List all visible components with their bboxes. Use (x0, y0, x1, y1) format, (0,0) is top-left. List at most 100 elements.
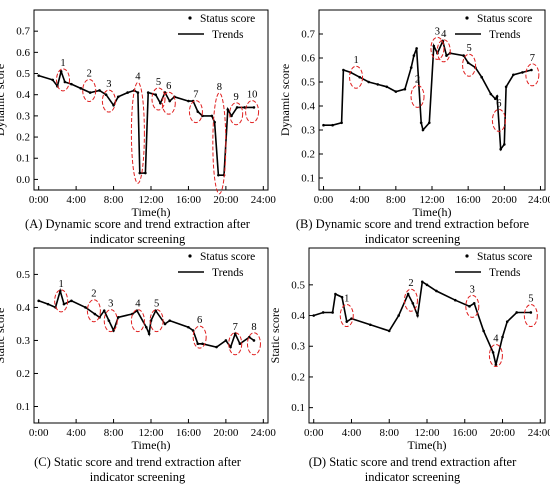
y-tick-label: 0.3 (16, 110, 30, 122)
annotation-label: 3 (108, 299, 113, 310)
status-score-point (46, 302, 50, 306)
status-score-point (521, 71, 524, 74)
status-score-point (387, 329, 391, 333)
status-score-point (217, 173, 220, 177)
status-score-point (421, 128, 425, 132)
x-tick-label: 0:00 (29, 427, 49, 439)
highlight-ellipse (192, 325, 207, 349)
status-score-point (187, 99, 190, 103)
status-score-point (495, 95, 499, 98)
status-score-point (168, 99, 172, 103)
status-score-point (468, 305, 471, 308)
x-tick-label: 8:00 (379, 427, 399, 439)
status-score-point (230, 114, 233, 118)
trend-line (38, 287, 255, 349)
x-tick-label: 16:00 (456, 194, 482, 206)
status-score-point (102, 309, 106, 313)
x-tick-label: 8:00 (386, 194, 406, 206)
status-score-point (107, 319, 111, 322)
x-tick-label: 24:00 (251, 427, 277, 439)
y-tick-label: 0.5 (16, 68, 30, 80)
annotation-label: 9 (234, 92, 239, 103)
status-score-point (480, 75, 484, 79)
status-score-point (252, 339, 256, 342)
y-tick-label: 0.1 (291, 402, 305, 414)
highlight-ellipse (245, 100, 260, 124)
x-tick-label: 12:00 (138, 194, 164, 206)
annotation-label: 5 (528, 294, 533, 305)
status-score-point (331, 311, 334, 314)
status-score-point (37, 299, 40, 303)
status-score-point (163, 322, 167, 326)
status-score-point (93, 312, 97, 316)
x-tick-label: 20:00 (490, 427, 516, 439)
x-tick-label: 12:00 (414, 427, 440, 439)
x-tick-label: 20:00 (492, 194, 518, 206)
annotation-label: 1 (59, 279, 64, 290)
status-score-point (88, 91, 92, 94)
status-score-point (144, 171, 147, 175)
y-tick-label: 0.7 (301, 29, 315, 41)
status-score-point (385, 85, 389, 89)
y-tick-label: 0.4 (291, 310, 305, 322)
status-score-point (415, 47, 418, 50)
y-tick-label: 0.5 (301, 77, 315, 89)
status-score-point (340, 121, 343, 125)
x-axis-label: Time(h) (132, 438, 171, 452)
highlight-ellipse (54, 289, 69, 313)
annotation-label: 8 (217, 82, 222, 93)
status-score-point (342, 68, 345, 72)
y-tick-label: 0.7 (16, 26, 30, 38)
status-score-point (340, 295, 344, 299)
status-score-point (321, 311, 325, 314)
x-tick-label: 0:00 (304, 427, 324, 439)
highlight-ellipse (403, 288, 418, 312)
highlight-ellipse (130, 309, 145, 333)
status-score-point (136, 91, 140, 94)
status-score-point (235, 106, 239, 109)
x-tick-label: 16:00 (176, 194, 202, 206)
status-score-point (104, 93, 108, 97)
status-score-point (445, 54, 448, 57)
status-score-point (529, 311, 533, 314)
annotation-label: 3 (470, 284, 475, 295)
status-score-point (196, 110, 200, 113)
annotation-label: 6 (496, 98, 501, 109)
status-score-point (369, 323, 372, 327)
annotation-label: 7 (233, 322, 238, 333)
annotation-label: 1 (353, 55, 358, 66)
x-tick-label: 16:00 (452, 427, 478, 439)
y-tick-label: 0.5 (291, 279, 305, 291)
highlight-ellipse (465, 294, 480, 318)
annotation-label: 1 (344, 294, 349, 305)
y-tick-label: 0.2 (16, 368, 30, 380)
annotation-label: 4 (135, 299, 141, 310)
highlight-ellipse (82, 78, 97, 102)
status-score-point (512, 73, 515, 77)
status-score-point (84, 306, 87, 309)
x-tick-label: 24:00 (528, 194, 550, 206)
y-tick-label: 0.1 (16, 153, 30, 165)
status-score-point (116, 95, 120, 99)
status-score-point (224, 339, 228, 342)
annotation-label: 5 (156, 77, 161, 88)
highlight-ellipse (188, 100, 203, 124)
legend-trends-label: Trends (212, 267, 244, 279)
annotation-label: 2 (87, 68, 92, 79)
panel-caption-a-line2: indicator screening (89, 232, 186, 246)
panel-caption-b-line1: (B) Dynamic score and trend extraction b… (295, 217, 530, 231)
x-tick-label: 4:00 (342, 427, 362, 439)
chart-panel-2: 0:00 4:00 8:00 12:00 16:00 20:00 24:00 0.1 0.2 0.… (278, 9, 550, 219)
x-tick-label: 24:00 (251, 194, 277, 206)
status-score-point (403, 87, 407, 91)
status-score-point (425, 283, 429, 287)
status-score-point (187, 325, 190, 329)
annotation-label: 2 (91, 289, 96, 300)
y-tick-label: 0.1 (16, 401, 30, 413)
y-tick-label: 0.2 (16, 132, 30, 144)
highlight-ellipse (86, 299, 101, 323)
y-tick-label: 0.6 (301, 53, 315, 65)
legend-status-score-marker (465, 16, 469, 20)
status-score-point (215, 345, 218, 349)
status-score-point (367, 80, 371, 84)
